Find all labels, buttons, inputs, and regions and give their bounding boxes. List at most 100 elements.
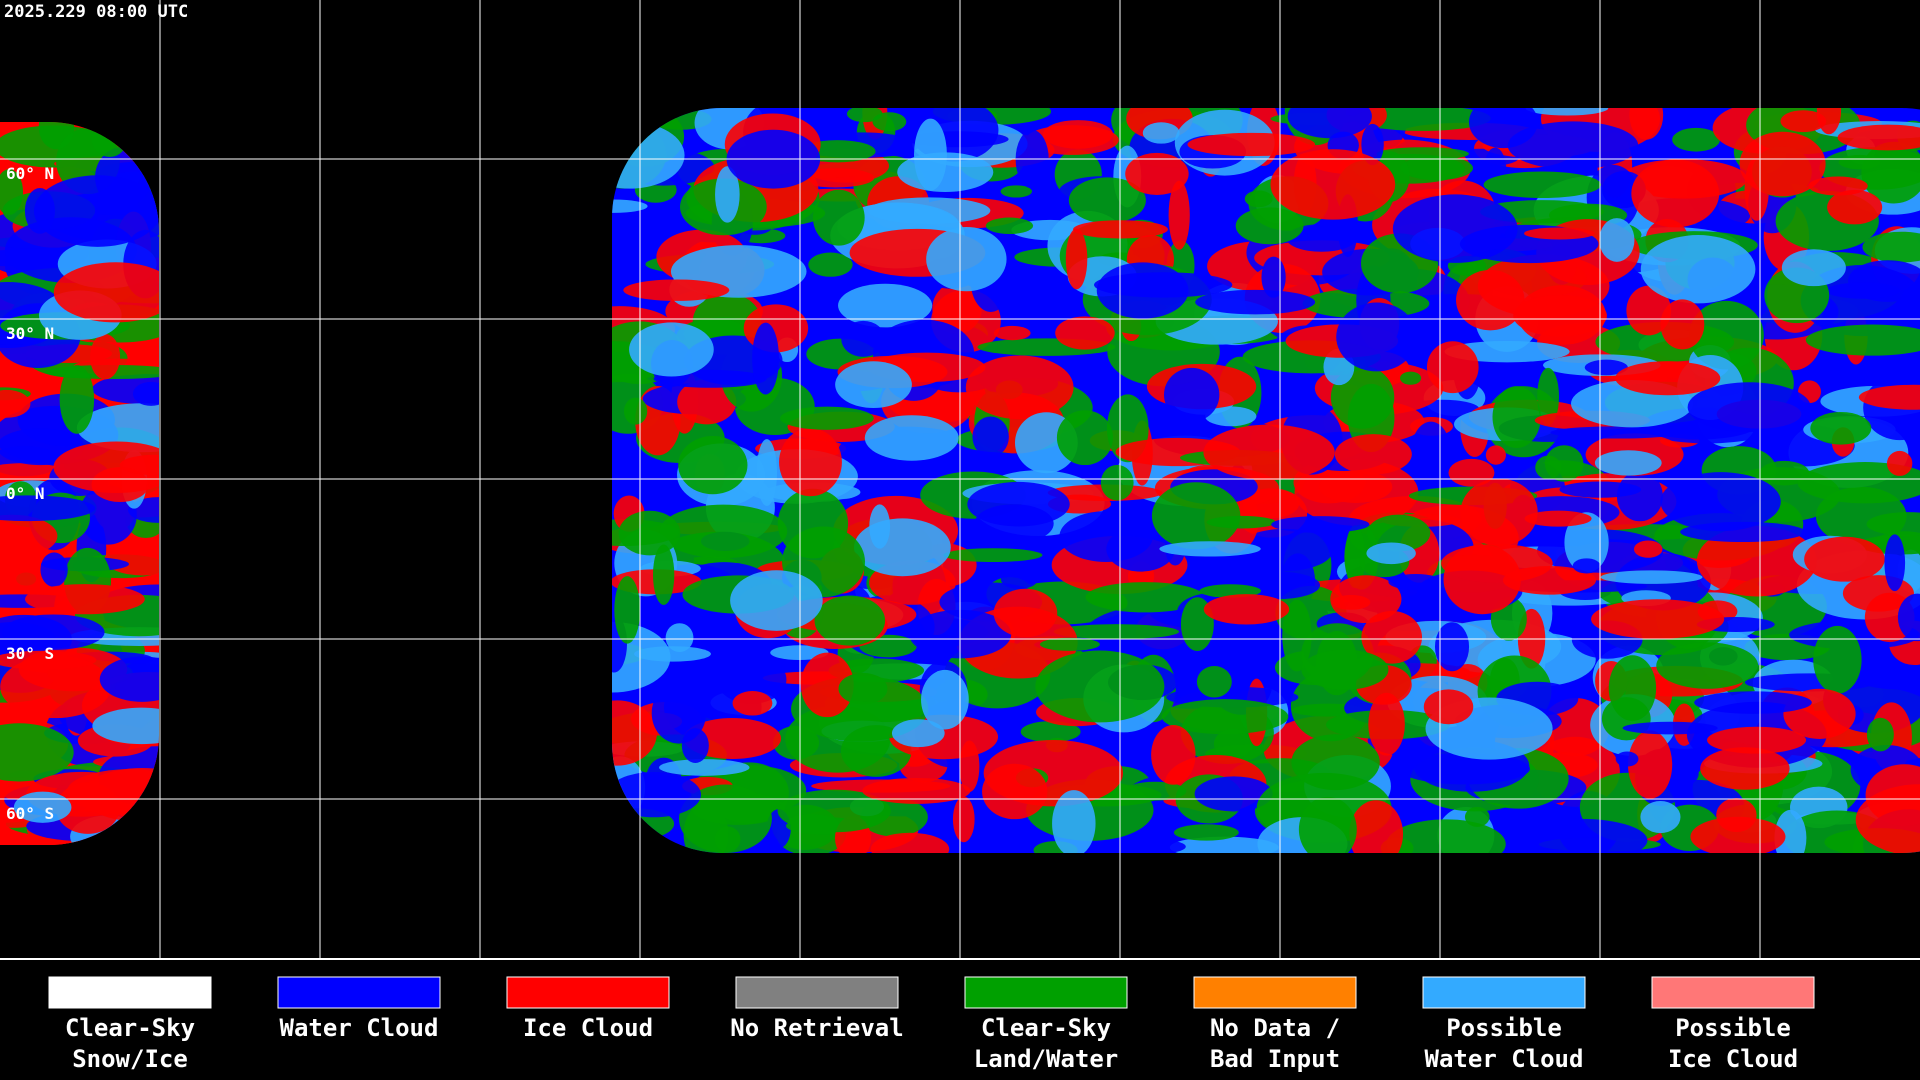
cloud-patch [1544, 445, 1584, 482]
cloud-patch [1151, 725, 1196, 785]
cloud-patch [59, 365, 95, 434]
legend-label: Clear-Sky [981, 1014, 1111, 1042]
cloud-patch [1330, 575, 1402, 624]
cloud-patch [665, 623, 694, 653]
cloud-patch [678, 436, 748, 495]
cloud-patch [1884, 534, 1906, 592]
cloud-patch [1537, 367, 1560, 426]
cloud-patch [1660, 472, 1781, 532]
cloud-patch [1525, 108, 1609, 116]
cloud-patch [1173, 824, 1239, 841]
cloud-patch [1600, 570, 1703, 584]
cloud-patch [1599, 218, 1635, 262]
cloud-patch [0, 495, 96, 522]
cloud-patch [1689, 300, 1764, 370]
cloud-patch [1052, 790, 1096, 853]
cloud-patch [862, 777, 971, 804]
cloud-patch [1053, 624, 1180, 640]
cloud-patch [967, 481, 1070, 527]
cloud-patch [634, 646, 711, 662]
cloud-patch [1065, 228, 1088, 290]
cloud-patch [1194, 776, 1273, 812]
cloud-patch [132, 381, 159, 406]
cloud-patch [677, 379, 737, 425]
cloud-patch [53, 262, 159, 323]
cloud-patch [952, 796, 975, 843]
cloud-patch [1448, 458, 1495, 487]
cloud-patch [1203, 424, 1335, 481]
cloud-patch [1161, 699, 1289, 735]
cloud-patch [1298, 796, 1357, 853]
latitude-label: 60° S [6, 804, 54, 823]
cloud-patch [1837, 124, 1920, 151]
cloud-patch [1392, 194, 1518, 263]
cloud-patch [1485, 445, 1506, 465]
cloud-patch [1808, 176, 1868, 196]
cloud-patch [1615, 751, 1639, 767]
cloud-patch [1055, 316, 1115, 350]
cloud-patch [76, 403, 159, 453]
cloud-patch [921, 669, 969, 730]
cloud-patch [943, 548, 1043, 563]
cloud-patch [614, 576, 641, 644]
cloud-patch [870, 832, 950, 853]
cloud-patch [1631, 159, 1720, 228]
cloud-patch [1368, 692, 1405, 756]
cloud-patch [1640, 235, 1756, 304]
legend-swatch [735, 976, 899, 1009]
cloud-patch [1858, 384, 1920, 410]
cloud-patch [1443, 544, 1521, 615]
cloud-patch [777, 789, 891, 833]
legend-swatch [1651, 976, 1815, 1009]
cloud-patch [40, 552, 68, 587]
cloud-patch [1866, 717, 1894, 752]
cloud-patch [1810, 411, 1872, 445]
cloud-patch [1608, 655, 1657, 722]
cloud-patch [965, 355, 1074, 420]
cloud-patch [993, 588, 1058, 638]
cloud-patch [808, 252, 853, 277]
cloud-patch [1020, 721, 1081, 743]
cloud-patch [1672, 127, 1721, 152]
graticule [0, 0, 1920, 958]
cloud-patch [1345, 525, 1366, 589]
cloud-patch [652, 544, 675, 605]
cloud-patch [1423, 689, 1474, 725]
cloud-patch [891, 719, 945, 748]
cloud-patch [1400, 371, 1422, 385]
cloud-patch [1059, 511, 1153, 562]
legend-label: Ice Cloud [1668, 1045, 1798, 1073]
legend-label: Water Cloud [280, 1014, 439, 1042]
cloud-patch [1584, 359, 1628, 376]
cloud-patch [1690, 816, 1786, 853]
cloud-patch [1426, 341, 1479, 394]
cloud-patch [1805, 324, 1920, 356]
satellite-imagery [612, 108, 1920, 853]
cloud-patch [0, 514, 58, 558]
cloud-patch [1000, 570, 1038, 589]
cloud-patch [1513, 295, 1607, 337]
cloud-patch [623, 397, 648, 425]
cloud-patch [982, 763, 1048, 820]
cloud-patch [1123, 781, 1187, 801]
cloud-patch [1056, 410, 1114, 466]
cloud-patch [629, 322, 714, 377]
cloud-patch [1361, 610, 1423, 664]
cloud-patch [24, 584, 145, 615]
cloud-patch [1633, 540, 1663, 558]
cloud-patch [1159, 541, 1261, 557]
cloud-patch [1660, 299, 1705, 350]
cloud-patch [1780, 110, 1827, 133]
cloud-patch [1100, 464, 1134, 501]
legend-label: Possible [1446, 1014, 1562, 1042]
cloud-patch [53, 441, 159, 493]
cloud-patch [770, 645, 829, 661]
cloud-patch [1483, 171, 1602, 199]
cloud-patch [1399, 753, 1531, 785]
legend-label: Water Cloud [1425, 1045, 1584, 1073]
cloud-patch [1864, 676, 1920, 690]
cloud-patch [1564, 512, 1609, 573]
cloud-patch [1804, 536, 1885, 582]
cloud-patch [623, 279, 730, 301]
